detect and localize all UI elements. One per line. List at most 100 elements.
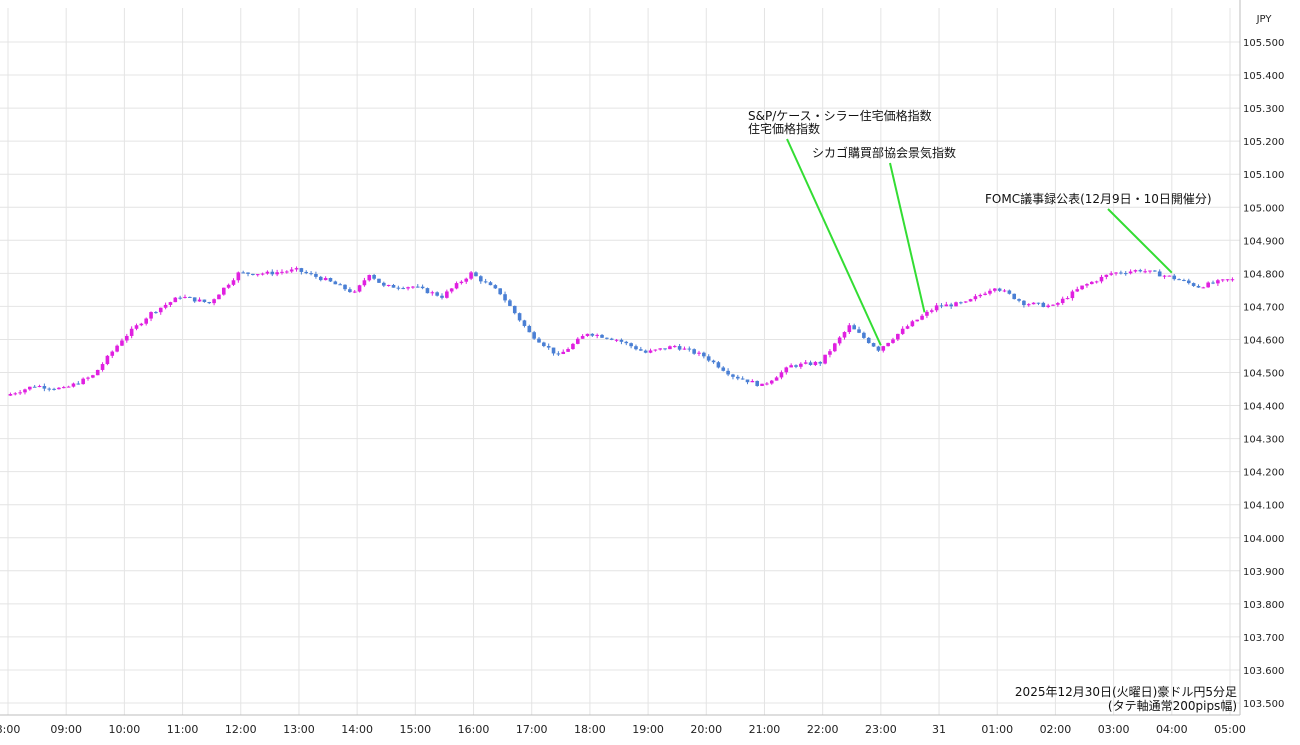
candle-body (76, 383, 81, 385)
candle-body (1114, 272, 1118, 274)
candle-body (1041, 302, 1046, 308)
candle-body (32, 386, 37, 388)
candle-body (677, 346, 682, 350)
candle-body (217, 294, 221, 300)
candle-body (18, 392, 22, 394)
y-tick-label: 105.100 (1243, 170, 1284, 181)
candle-body (1182, 280, 1186, 282)
candle-body (658, 348, 663, 350)
candle-body (386, 284, 391, 286)
candle-body (702, 352, 706, 357)
candle-body (478, 276, 483, 282)
caption-line-1: 2025年12月30日(火曜日)豪ドル円5分足 (1015, 684, 1237, 699)
candle-body (125, 335, 129, 341)
y-tick-label: 104.200 (1243, 468, 1284, 479)
candle-body (445, 291, 449, 298)
y-tick-label: 105.000 (1243, 203, 1284, 214)
candle-body (900, 328, 905, 334)
candle-body (1191, 283, 1196, 286)
candle-body (590, 333, 595, 336)
candle-body (609, 338, 614, 340)
candle-body (808, 362, 813, 365)
candle-body (726, 370, 730, 375)
candle-body (1026, 304, 1031, 306)
candle-body (13, 393, 18, 395)
candle-body (391, 284, 396, 288)
candle-body (1143, 271, 1147, 273)
candle-body (566, 349, 570, 352)
candle-body (866, 337, 871, 344)
candle-body (318, 276, 323, 281)
candle-body (711, 360, 716, 363)
candle-body (144, 318, 149, 324)
candle-body (158, 307, 163, 313)
candle-body (314, 274, 318, 277)
candle-body (236, 272, 241, 281)
candle-body (333, 281, 338, 285)
candle-body (697, 352, 701, 354)
candle-body (944, 304, 949, 307)
candle-body (42, 386, 47, 389)
candle-body (367, 274, 372, 281)
candle-body (731, 374, 735, 377)
candle-body (575, 338, 580, 344)
candle-body (760, 383, 764, 386)
x-tick-label: 8:00 (0, 723, 20, 736)
candle-body (488, 282, 493, 286)
candle-body (968, 299, 973, 302)
candle-body (963, 301, 968, 303)
candle-body (571, 343, 575, 350)
candle-body (1036, 302, 1041, 304)
candle-body (1031, 302, 1036, 305)
annotation-leader-line (786, 138, 882, 346)
y-tick-label: 104.600 (1243, 335, 1284, 346)
candle-body (891, 339, 895, 343)
candle-body (794, 365, 798, 367)
x-tick-label: 09:00 (50, 723, 82, 736)
candle-body (755, 380, 760, 386)
candle-body (197, 299, 202, 302)
candle-body (454, 283, 459, 289)
candle-body (532, 332, 536, 339)
grid-lines (0, 8, 1240, 715)
candle-body (192, 297, 197, 302)
candle-body (595, 334, 599, 336)
candle-body (8, 394, 13, 396)
candle-body (745, 379, 750, 383)
candle-body (983, 293, 987, 295)
candle-body (47, 388, 52, 390)
candle-body (1002, 290, 1007, 292)
x-tick-label: 11:00 (167, 723, 199, 736)
candle-body (110, 351, 115, 356)
candle-body (352, 291, 357, 293)
caption-line-2: (タテ軸通常200pips幅) (1108, 698, 1237, 713)
candle-body (784, 367, 789, 373)
candle-body (1148, 270, 1152, 272)
candle-body (1089, 281, 1094, 285)
candle-body (672, 346, 677, 348)
candle-body (61, 387, 66, 389)
candle-body (857, 329, 861, 333)
candle-body (1060, 298, 1065, 304)
candle-body (304, 271, 309, 274)
y-tick-label: 104.500 (1243, 369, 1284, 380)
candle-body (1094, 281, 1099, 283)
candle-body (1065, 298, 1070, 300)
candle-body (736, 376, 740, 379)
candle-body (1017, 299, 1021, 301)
candle-body (1099, 276, 1104, 282)
candle-body (415, 286, 420, 288)
candle-body (115, 345, 119, 352)
annotation-leader-line (889, 162, 926, 313)
candle-body (1123, 273, 1128, 275)
candle-body (178, 297, 182, 299)
candle-body (585, 333, 590, 336)
candle-body (1225, 279, 1230, 281)
candle-body (1153, 270, 1157, 272)
candle-body (348, 289, 352, 293)
candle-body (837, 337, 842, 344)
candle-body (750, 380, 755, 383)
candle-body (619, 339, 624, 342)
